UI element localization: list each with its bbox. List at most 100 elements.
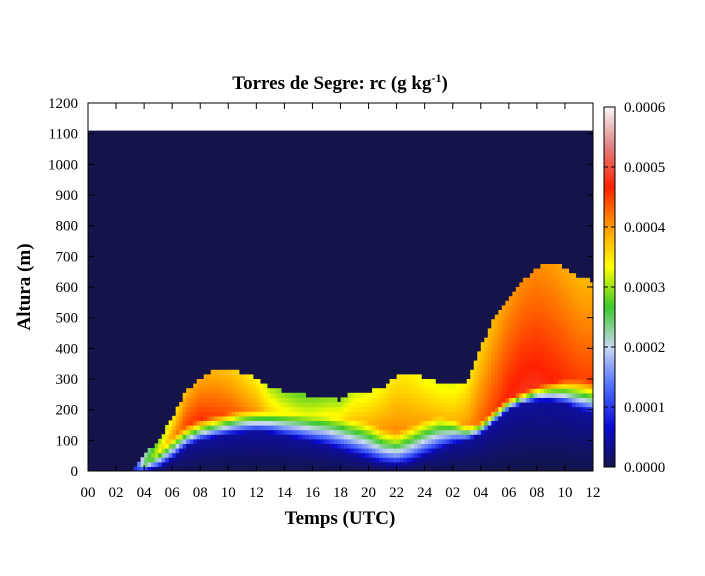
heatmap-cell bbox=[512, 452, 517, 458]
heatmap-cell bbox=[512, 337, 517, 343]
heatmap-cell bbox=[168, 452, 173, 458]
heatmap-cell bbox=[522, 406, 527, 412]
heatmap-cell bbox=[477, 356, 482, 362]
heatmap-cell bbox=[210, 388, 215, 394]
heatmap-cell bbox=[326, 443, 331, 449]
heatmap-cell bbox=[196, 429, 201, 435]
heatmap-cell bbox=[484, 383, 489, 389]
heatmap-cell bbox=[396, 457, 401, 463]
heatmap-cell bbox=[571, 457, 577, 463]
heatmap-cell bbox=[568, 429, 573, 435]
heatmap-cell bbox=[585, 323, 591, 329]
heatmap-cell bbox=[487, 466, 492, 471]
heatmap-cell bbox=[196, 392, 201, 398]
heatmap-cell bbox=[575, 360, 580, 366]
heatmap-cell bbox=[203, 411, 208, 417]
heatmap-cell bbox=[459, 466, 464, 471]
heatmap-cell bbox=[498, 438, 503, 444]
x-tick-label: 02 bbox=[445, 485, 460, 501]
heatmap-cell bbox=[585, 328, 591, 334]
heatmap-cell bbox=[575, 434, 580, 440]
heatmap-cell bbox=[494, 351, 499, 357]
heatmap-cell bbox=[442, 415, 447, 421]
heatmap-cell bbox=[270, 443, 275, 449]
heatmap-cell bbox=[536, 429, 541, 435]
heatmap-cell bbox=[459, 461, 464, 467]
heatmap-cell bbox=[547, 457, 552, 463]
heatmap-cell bbox=[501, 420, 506, 426]
heatmap-cell bbox=[463, 411, 468, 417]
heatmap-cell bbox=[515, 402, 520, 408]
heatmap-cell bbox=[501, 438, 506, 444]
heatmap-cell bbox=[382, 388, 387, 394]
heatmap-cell bbox=[536, 392, 541, 398]
heatmap-cell bbox=[196, 443, 201, 449]
heatmap-cell bbox=[533, 443, 538, 449]
heatmap-cell bbox=[561, 374, 566, 380]
heatmap-cell bbox=[428, 383, 433, 389]
heatmap-cell bbox=[480, 457, 485, 463]
heatmap-cell bbox=[365, 461, 370, 467]
heatmap-cell bbox=[396, 392, 401, 398]
heatmap-cell bbox=[344, 457, 349, 463]
heatmap-cell bbox=[515, 383, 520, 389]
heatmap-cell bbox=[333, 406, 338, 412]
heatmap-cell bbox=[280, 411, 285, 417]
heatmap-cell bbox=[571, 337, 577, 343]
heatmap-cell bbox=[484, 369, 489, 375]
plot-area bbox=[87, 102, 594, 472]
heatmap-cell bbox=[329, 415, 335, 421]
heatmap-cell bbox=[550, 264, 556, 270]
heatmap-cell bbox=[589, 461, 593, 467]
heatmap-cell bbox=[203, 397, 208, 403]
heatmap-cell bbox=[564, 337, 570, 343]
heatmap-cell bbox=[182, 425, 187, 431]
heatmap-cell bbox=[550, 369, 556, 375]
heatmap-cell bbox=[571, 461, 577, 467]
heatmap-cell bbox=[322, 461, 328, 467]
heatmap-cell bbox=[578, 411, 584, 417]
heatmap-cell bbox=[382, 443, 387, 449]
heatmap-cell bbox=[372, 429, 377, 435]
heatmap-cell bbox=[319, 397, 324, 403]
heatmap-cell bbox=[403, 411, 408, 417]
heatmap-cell bbox=[589, 457, 593, 463]
heatmap-cell bbox=[235, 406, 240, 412]
heatmap-cell bbox=[536, 388, 541, 394]
heatmap-cell bbox=[473, 383, 478, 389]
heatmap-cell bbox=[280, 397, 285, 403]
heatmap-cell bbox=[582, 342, 587, 348]
heatmap-cell bbox=[224, 434, 229, 440]
heatmap-cell bbox=[379, 461, 384, 467]
heatmap-cell bbox=[256, 397, 261, 403]
heatmap-cell bbox=[519, 305, 524, 311]
heatmap-cell bbox=[491, 379, 496, 385]
heatmap-cell bbox=[550, 452, 556, 458]
heatmap-cell bbox=[175, 429, 180, 435]
heatmap-cell bbox=[407, 379, 412, 385]
heatmap-cell bbox=[389, 425, 394, 431]
heatmap-cell bbox=[326, 425, 331, 431]
heatmap-cell bbox=[421, 434, 426, 440]
heatmap-cell bbox=[501, 356, 506, 362]
heatmap-cell bbox=[505, 457, 510, 463]
heatmap-cell bbox=[505, 360, 510, 366]
heatmap-cell bbox=[417, 461, 422, 467]
heatmap-cell bbox=[358, 420, 363, 426]
heatmap-cell bbox=[438, 402, 443, 408]
heatmap-cell bbox=[550, 365, 556, 371]
heatmap-cell bbox=[284, 461, 289, 467]
heatmap-cell bbox=[536, 273, 541, 279]
heatmap-cell bbox=[344, 466, 349, 471]
heatmap-cell bbox=[487, 388, 492, 394]
heatmap-cell bbox=[512, 296, 517, 302]
heatmap-cell bbox=[140, 457, 145, 463]
heatmap-cell bbox=[242, 443, 247, 449]
heatmap-cell bbox=[421, 415, 426, 421]
heatmap-cell bbox=[487, 448, 492, 454]
heatmap-cell bbox=[557, 461, 563, 467]
heatmap-cell bbox=[168, 425, 173, 431]
heatmap-cell bbox=[438, 411, 443, 417]
heatmap-cell bbox=[203, 374, 208, 380]
heatmap-cell bbox=[505, 342, 510, 348]
